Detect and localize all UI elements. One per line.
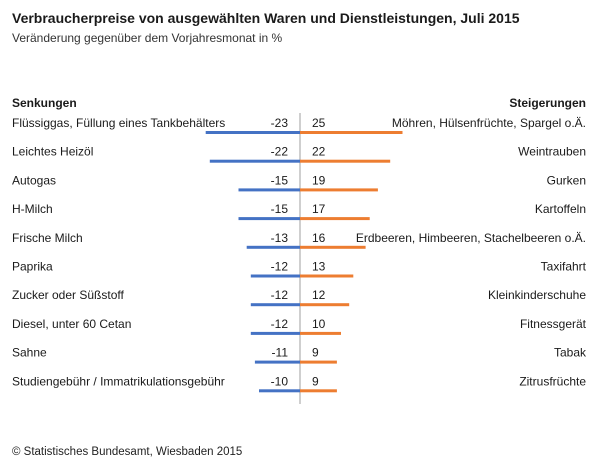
decrease-category-label: Zucker oder Süßstoff (12, 288, 124, 302)
increase-category-label: Kartoffeln (535, 202, 586, 216)
increase-bar (300, 389, 337, 393)
decrease-value-label: -12 (271, 317, 289, 331)
increase-category-label: Kleinkinderschuhe (488, 288, 586, 302)
increase-value-label: 22 (312, 145, 326, 159)
decrease-category-label: Leichtes Heizöl (12, 145, 93, 159)
increase-value-label: 25 (312, 116, 326, 130)
increase-bar (300, 331, 341, 335)
increase-bar (300, 217, 370, 221)
increase-bar (300, 360, 337, 364)
increase-bar (300, 274, 354, 278)
decreases-header: Senkungen (12, 96, 77, 110)
decrease-bar (205, 131, 300, 134)
decrease-bar (209, 159, 300, 163)
increase-bar (300, 131, 403, 134)
decrease-bar (238, 217, 300, 221)
chart-title: Verbraucherpreise von ausgewählten Waren… (12, 10, 520, 26)
increase-category-label: Weintrauben (518, 145, 586, 159)
decrease-value-label: -10 (271, 374, 289, 388)
increase-value-label: 17 (312, 202, 326, 216)
increase-category-label: Zitrusfrüchte (519, 374, 586, 388)
increase-category-label: Taxifahrt (541, 260, 587, 274)
increase-bar (300, 303, 350, 307)
decrease-value-label: -22 (271, 145, 289, 159)
chart-subtitle: Veränderung gegenüber dem Vorjahresmonat… (12, 31, 283, 45)
decrease-category-label: Diesel, unter 60 Cetan (12, 317, 131, 331)
increase-value-label: 16 (312, 231, 326, 245)
decrease-bar (259, 389, 300, 393)
decrease-value-label: -23 (271, 116, 289, 130)
increase-value-label: 13 (312, 260, 326, 274)
decrease-value-label: -13 (271, 231, 289, 245)
decrease-value-label: -15 (271, 173, 289, 187)
increase-bar (300, 159, 391, 163)
decrease-category-label: Autogas (12, 173, 56, 187)
increase-value-label: 19 (312, 173, 326, 187)
increase-bar (300, 188, 378, 192)
increase-category-label: Erdbeeren, Himbeeren, Stachelbeeren o.Ä. (356, 231, 586, 245)
decrease-category-label: H-Milch (12, 202, 53, 216)
decrease-category-label: Paprika (12, 260, 53, 274)
decrease-bar (246, 245, 300, 249)
decrease-value-label: -15 (271, 202, 289, 216)
increases-header: Steigerungen (509, 96, 586, 110)
increase-value-label: 9 (312, 374, 319, 388)
increase-category-label: Tabak (554, 346, 587, 360)
decrease-bar (238, 188, 300, 192)
increase-category-label: Gurken (547, 173, 586, 187)
decrease-category-label: Flüssiggas, Füllung eines Tankbehälters (12, 116, 225, 130)
increase-category-label: Fitnessgerät (520, 317, 587, 331)
increase-value-label: 12 (312, 288, 326, 302)
increase-value-label: 9 (312, 346, 319, 360)
decrease-value-label: -12 (271, 260, 289, 274)
increase-value-label: 10 (312, 317, 326, 331)
decrease-value-label: -11 (272, 346, 289, 360)
decrease-bar (250, 303, 300, 307)
decrease-bar (250, 274, 300, 278)
source-note: © Statistisches Bundesamt, Wiesbaden 201… (12, 446, 243, 458)
decrease-category-label: Frische Milch (12, 231, 83, 245)
increase-bar (300, 245, 366, 249)
decrease-value-label: -12 (271, 288, 289, 302)
increase-category-label: Möhren, Hülsenfrüchte, Spargel o.Ä. (392, 116, 586, 130)
decrease-category-label: Studiengebühr / Immatrikulationsgebühr (12, 374, 225, 388)
decrease-bar (250, 331, 300, 335)
decrease-category-label: Sahne (12, 346, 47, 360)
decrease-bar (254, 360, 300, 364)
